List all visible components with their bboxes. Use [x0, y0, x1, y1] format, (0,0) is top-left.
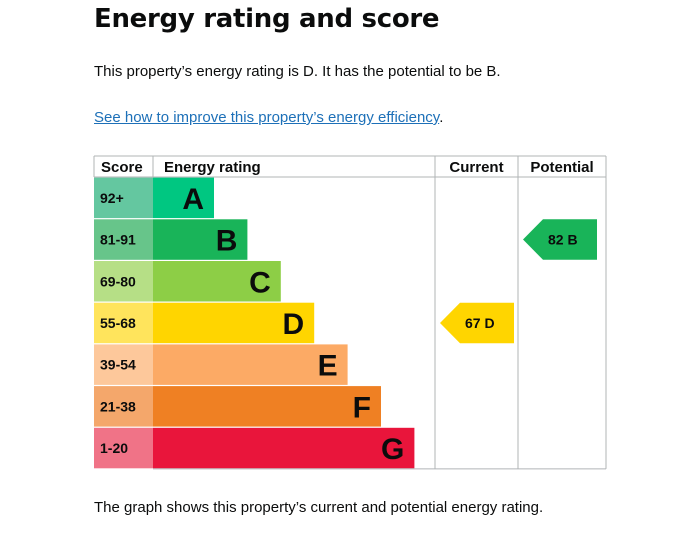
improve-line: See how to improve this property’s energ… — [94, 109, 443, 126]
rating-letter-c: C — [249, 266, 271, 299]
rating-letter-e: E — [318, 350, 338, 383]
score-cell-b — [94, 219, 153, 260]
rating-letter-d: D — [283, 308, 305, 341]
improve-link-suffix: . — [439, 109, 444, 126]
score-label-c: 69-80 — [100, 273, 136, 289]
potential-rating-arrow — [523, 219, 597, 260]
score-cell-g — [94, 427, 153, 469]
graph-description: The graph shows this property’s current … — [94, 499, 544, 516]
rating-letter-a: A — [182, 183, 204, 216]
rating-letter-f: F — [353, 391, 371, 424]
score-cell-e — [94, 344, 153, 385]
rating-letter-b: B — [216, 225, 238, 258]
rating-bar-a — [153, 177, 214, 219]
score-label-g: 1-20 — [100, 440, 128, 456]
score-label-b: 81-91 — [100, 232, 136, 248]
improve-efficiency-link[interactable]: See how to improve this property’s energ… — [94, 109, 440, 126]
rating-bar-c — [153, 261, 281, 302]
score-cell-d — [94, 302, 153, 344]
rating-bar-d — [153, 302, 315, 344]
current-header: Current — [449, 159, 503, 176]
score-cell-c — [94, 261, 153, 302]
page-title: Energy rating and score — [94, 4, 440, 34]
rating-summary: This property’s energy rating is D. It h… — [94, 63, 501, 80]
score-label-e: 39-54 — [100, 357, 136, 373]
rating-bar-g — [153, 427, 415, 469]
score-cell-f — [94, 386, 153, 427]
rating-bar-e — [153, 344, 348, 385]
score-label-f: 21-38 — [100, 398, 136, 414]
rating-bar-b — [153, 219, 248, 260]
score-label-d: 55-68 — [100, 315, 136, 331]
score-header: Score — [101, 159, 143, 176]
current-rating-arrow — [440, 302, 514, 344]
score-label-a: 92+ — [100, 190, 124, 206]
potential-rating-label: 82 B — [548, 232, 578, 248]
rating-letter-g: G — [381, 433, 404, 466]
rating-bar-f — [153, 386, 381, 427]
energy-rating-header: Energy rating — [164, 159, 261, 176]
current-rating-label: 67 D — [465, 315, 495, 331]
score-cell-a — [94, 177, 153, 219]
potential-header: Potential — [530, 159, 593, 176]
